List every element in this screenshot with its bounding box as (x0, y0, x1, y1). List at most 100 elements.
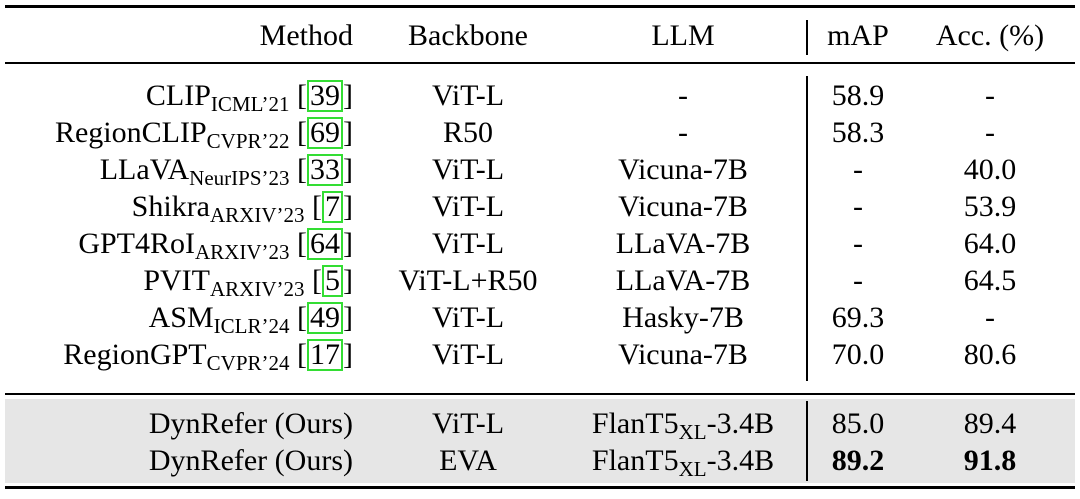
method-name: Shikra (131, 190, 210, 223)
venue-subscript: ICML’21 (210, 92, 290, 116)
method-cell: DynRefer (Ours) (148, 444, 353, 477)
llm-cell: Vicuna-7B (618, 338, 748, 371)
citation-link[interactable]: 7 (322, 191, 343, 223)
ours-highlight (5, 399, 1075, 483)
table-row: ShikraARXIV’23 [7] ViT-L Vicuna-7B - 53.… (0, 188, 1080, 227)
table-row: ASMICLR’24 [49] ViT-L Hasky-7B 69.3 - (0, 299, 1080, 338)
map-cell: 70.0 (831, 338, 885, 371)
method-cell: DynRefer (Ours) (148, 407, 353, 440)
acc-cell: - (985, 301, 995, 334)
acc-cell: 64.5 (963, 264, 1017, 297)
citation-link[interactable]: 33 (307, 154, 343, 186)
map-cell: - (853, 190, 863, 223)
map-cell: 69.3 (831, 301, 885, 334)
acc-cell: - (985, 116, 995, 149)
acc-cell: 89.4 (963, 407, 1017, 440)
citation-link[interactable]: 49 (307, 302, 343, 334)
method-name: CLIP (145, 79, 211, 112)
method-cell: RegionCLIPCVPR’22 [69] (54, 116, 353, 153)
llm-cell: Hasky-7B (622, 301, 744, 334)
table-row: PVITARXIV’23 [5] ViT-L+R50 LLaVA-7B - 64… (0, 262, 1080, 301)
llm-cell: FlanT5XL-3.4B (560, 405, 806, 445)
table-row: RegionGPTCVPR’24 [17] ViT-L Vicuna-7B 70… (0, 336, 1080, 375)
method-cell: LLaVANeurIPS’23 [33] (99, 153, 353, 190)
section-rule (5, 393, 1075, 395)
map-cell: 58.3 (831, 116, 885, 149)
header-map: mAP (827, 19, 889, 52)
table-row: RegionCLIPCVPR’22 [69] R50 - 58.3 - (0, 114, 1080, 153)
backbone-cell: ViT-L (431, 79, 505, 112)
method-cell: RegionGPTCVPR’24 [17] (63, 338, 353, 375)
method-cell: PVITARXIV’23 [5] (143, 264, 353, 301)
table-header-row: Method Backbone LLM mAP Acc. (%) (0, 17, 1080, 54)
header-rule (5, 62, 1075, 64)
column-separator (806, 76, 808, 381)
venue-subscript: NeurIPS’23 (189, 166, 290, 190)
backbone-cell: ViT-L+R50 (398, 264, 538, 297)
acc-cell: 80.6 (963, 338, 1017, 371)
llm-cell: LLaVA-7B (615, 264, 751, 297)
backbone-cell: ViT-L (431, 153, 505, 186)
backbone-cell: ViT-L (431, 301, 505, 334)
citation-link[interactable]: 39 (307, 80, 343, 112)
table-bottom-rule (5, 486, 1075, 489)
llm-cell: FlanT5XL-3.4B (560, 442, 806, 482)
llm-cell: - (678, 116, 688, 149)
venue-subscript: ICLR’24 (213, 314, 290, 338)
method-cell: ASMICLR’24 [49] (148, 301, 353, 338)
map-cell: - (853, 153, 863, 186)
backbone-cell: R50 (442, 116, 493, 149)
llm-cell: Vicuna-7B (618, 153, 748, 186)
table-row: GPT4RoIARXIV’23 [64] ViT-L LLaVA-7B - 64… (0, 225, 1080, 264)
map-cell: 58.9 (831, 79, 885, 112)
llm-subscript: XL (678, 457, 707, 481)
backbone-cell: ViT-L (431, 407, 505, 440)
header-method: Method (259, 19, 353, 52)
table-row: CLIPICML’21 [39] ViT-L - 58.9 - (0, 77, 1080, 116)
llm-base: FlanT5 (591, 444, 679, 477)
method-name: RegionCLIP (54, 116, 207, 149)
acc-cell: - (985, 79, 995, 112)
method-name: ASM (148, 301, 214, 334)
citation-link[interactable]: 64 (307, 228, 343, 260)
citation-link[interactable]: 5 (322, 265, 343, 297)
header-backbone: Backbone (408, 19, 528, 52)
table-row: LLaVANeurIPS’23 [33] ViT-L Vicuna-7B - 4… (0, 151, 1080, 190)
map-cell-best: 89.2 (831, 444, 885, 477)
llm-subscript: XL (678, 420, 707, 444)
citation-link[interactable]: 17 (307, 339, 343, 371)
acc-cell: 53.9 (963, 190, 1017, 223)
acc-cell: 40.0 (963, 153, 1017, 186)
table-row-ours: DynRefer (Ours) ViT-L FlanT5XL-3.4B 85.0… (0, 405, 1080, 445)
method-cell: CLIPICML’21 [39] (145, 79, 353, 116)
method-cell: ShikraARXIV’23 [7] (131, 190, 353, 227)
venue-subscript: CVPR’22 (206, 129, 290, 153)
backbone-cell: EVA (439, 444, 497, 477)
acc-cell-best: 91.8 (963, 444, 1017, 477)
map-cell: 85.0 (831, 407, 885, 440)
column-separator (806, 401, 808, 481)
method-name: PVIT (143, 264, 210, 297)
map-cell: - (853, 264, 863, 297)
method-cell: GPT4RoIARXIV’23 [64] (78, 227, 353, 264)
method-name: GPT4RoI (78, 227, 195, 260)
llm-cell: Vicuna-7B (618, 190, 748, 223)
llm-base: FlanT5 (591, 407, 679, 440)
method-name: LLaVA (99, 153, 190, 186)
backbone-cell: ViT-L (431, 227, 505, 260)
acc-cell: 64.0 (963, 227, 1017, 260)
llm-suffix: -3.4B (706, 407, 775, 440)
venue-subscript: CVPR’24 (206, 351, 290, 375)
venue-subscript: ARXIV’23 (195, 240, 290, 264)
method-name: RegionGPT (63, 338, 207, 371)
llm-cell: - (678, 79, 688, 112)
venue-subscript: ARXIV’23 (210, 203, 305, 227)
llm-suffix: -3.4B (706, 444, 775, 477)
column-separator (806, 20, 808, 55)
citation-link[interactable]: 69 (307, 117, 343, 149)
map-cell: - (853, 227, 863, 260)
llm-cell: LLaVA-7B (615, 227, 751, 260)
venue-subscript: ARXIV’23 (210, 277, 305, 301)
backbone-cell: ViT-L (431, 338, 505, 371)
header-acc: Acc. (%) (935, 19, 1045, 52)
